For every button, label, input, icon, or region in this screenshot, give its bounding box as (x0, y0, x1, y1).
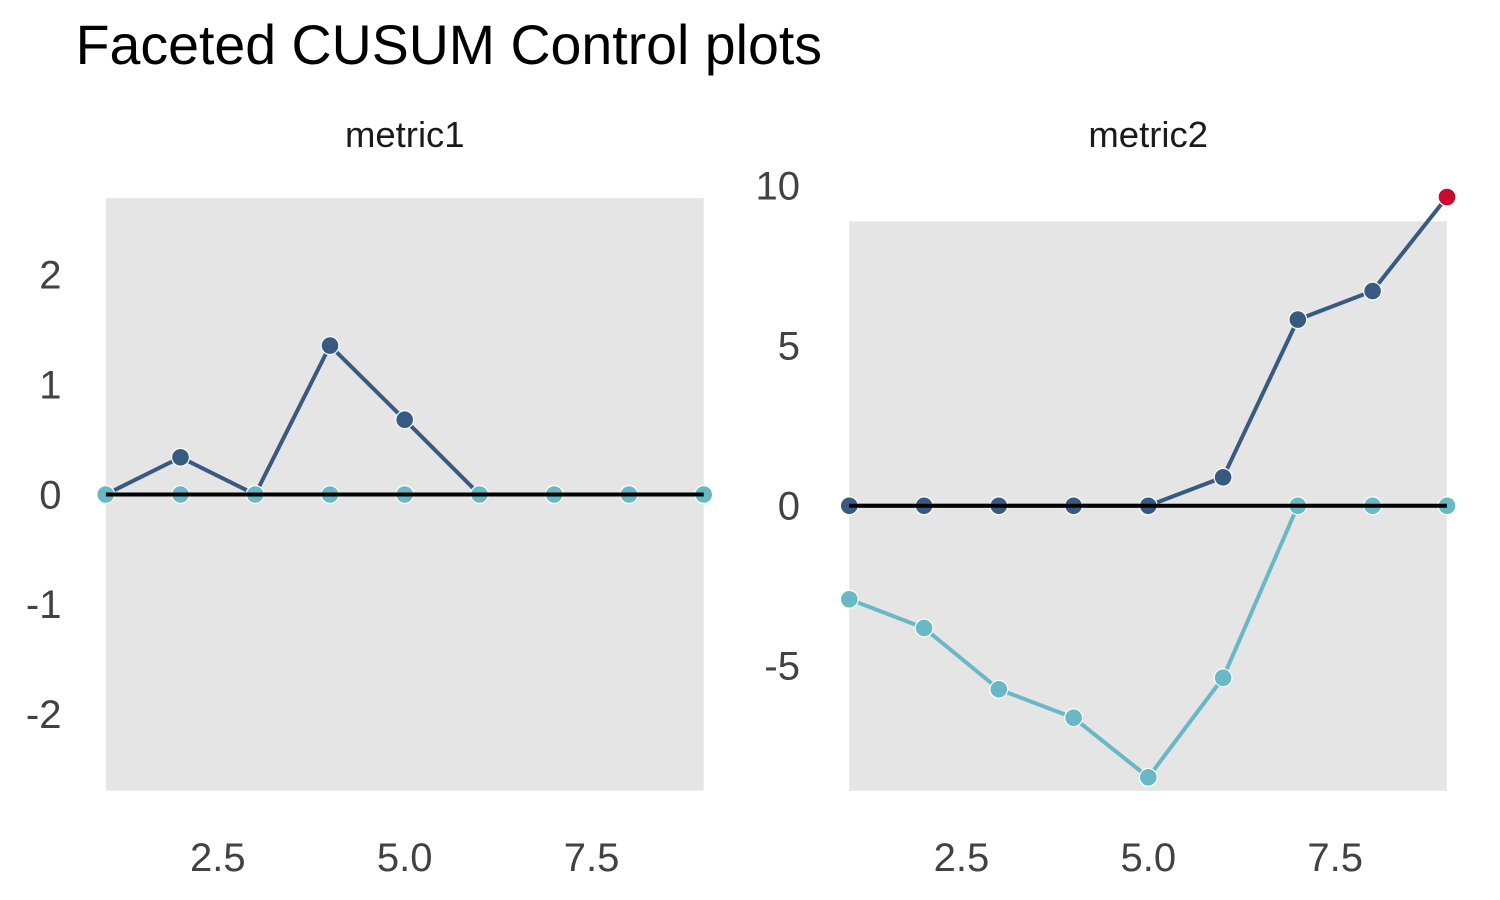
svg-text:2.5: 2.5 (934, 836, 990, 880)
svg-text:metric2: metric2 (1088, 114, 1208, 155)
svg-text:-1: -1 (26, 583, 62, 627)
svg-text:5.0: 5.0 (377, 836, 433, 880)
svg-text:10: 10 (756, 165, 801, 209)
svg-text:7.5: 7.5 (564, 836, 620, 880)
svg-text:-5: -5 (764, 645, 800, 689)
svg-text:5.0: 5.0 (1120, 836, 1176, 880)
svg-text:0: 0 (39, 473, 61, 517)
svg-text:metric1: metric1 (345, 114, 465, 155)
svg-text:2: 2 (39, 254, 61, 298)
svg-text:1: 1 (39, 364, 61, 408)
svg-text:Faceted CUSUM Control plots: Faceted CUSUM Control plots (76, 14, 822, 76)
svg-text:2.5: 2.5 (190, 836, 246, 880)
svg-text:7.5: 7.5 (1307, 836, 1363, 880)
svg-text:-2: -2 (26, 693, 62, 737)
svg-text:0: 0 (778, 485, 800, 529)
svg-text:5: 5 (778, 325, 800, 369)
